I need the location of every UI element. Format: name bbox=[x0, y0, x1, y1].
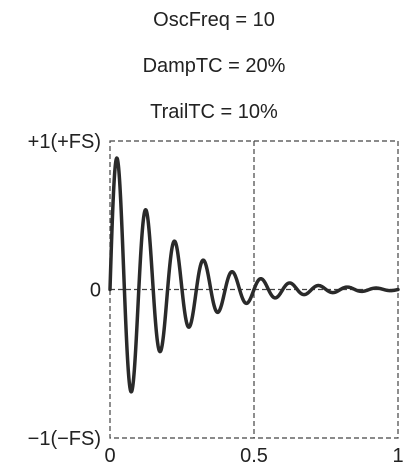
osc-freq-label: OscFreq = 10 bbox=[153, 9, 275, 31]
damped-oscillation-series bbox=[108, 156, 400, 394]
x-tick-label: 0 bbox=[104, 445, 115, 467]
x-tick-label: 1 bbox=[392, 445, 403, 467]
y-tick-label: 0 bbox=[90, 280, 101, 302]
x-tick-label: 0.5 bbox=[240, 445, 268, 467]
tick-labels: +1(+FS)0−1(−FS)0 0.5 1 bbox=[28, 131, 404, 467]
parameter-labels: OscFreq = 10 DampTC = 20% TrailTC = 10% bbox=[143, 9, 286, 123]
damp-tc-label: DampTC = 20% bbox=[143, 55, 286, 77]
y-tick-label: +1(+FS) bbox=[28, 131, 101, 153]
series-layer bbox=[108, 156, 400, 394]
y-tick-label: −1(−FS) bbox=[28, 428, 101, 450]
trail-tc-label: TrailTC = 10% bbox=[150, 101, 278, 123]
